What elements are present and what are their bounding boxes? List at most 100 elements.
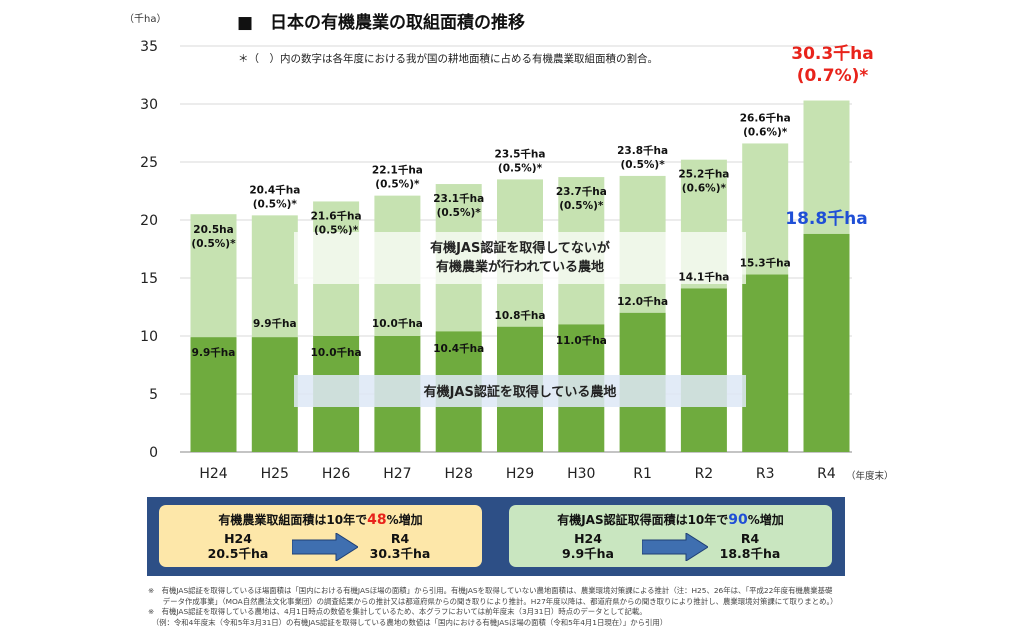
y-tick-label: 5 [149,387,158,403]
jas-value-label: 15.3千ha [740,257,791,270]
footnote-line: （例：令和4年度末（令和5年3月31日）の有機JAS認証を取得している農地の数値… [148,617,668,627]
arrow-right-icon [292,533,358,561]
jas-area-summary: 有機JAS認証取得面積は10年で90%増加 H24 9.9千ha R4 18.8千h… [509,505,832,567]
y-tick-label: 10 [140,329,158,345]
footnote-line: ※ 有機JAS認証を取得しているほ場面積は「国内における有機JASほ場の面積」か… [148,586,833,595]
jas-value-label: 9.9千ha [192,346,236,359]
arrow-right-icon [642,533,708,561]
y-tick-label: 15 [140,271,158,287]
total-area-summary: 有機農業取組面積は10年で48%増加 H24 20.5千ha R4 30.3千ha [159,505,482,567]
jas-value-label: 18.8千ha [785,209,868,229]
jas-value-label: 9.9千ha [253,317,297,330]
growth-percent: 48 [367,512,387,528]
bar-jas-segment [803,233,850,452]
bar-chart: 0 5 10 15 20 25 30 35 有機JAS認証を取得してないが有機農業が行われている… [140,39,874,482]
x-tick-label: H24 [199,466,227,482]
share-label: (0.6%)* [743,126,788,138]
x-tick-label: R4 [817,466,836,482]
footnote-line: ※ 有機JAS認証を取得している農地は、4月1日時点の数値を集計しているため、本… [148,607,647,616]
y-axis-unit: （千ha） [124,14,167,25]
footnote-line: データ作成事業」（MOA自然農法文化事業団）の調査結果からの推計又は都道府県から… [148,596,838,606]
total-value-label: 26.6千ha [740,111,791,124]
to-value: 18.8千ha [719,546,781,561]
total-value-label: 20.4千ha [249,183,300,196]
share-label: (0.5%)* [498,162,543,174]
non-jas-region-label: 有機JAS認証を取得してないが [430,240,610,256]
jas-value-label: 10.0千ha [372,317,423,330]
x-tick-label: H28 [445,466,473,482]
share-label: (0.7%)* [797,66,869,86]
jas-value-label: 11.0千ha [556,334,607,347]
bar-jas-segment [251,337,298,452]
jas-area-summary-heading: 有機JAS認証取得面積は10年で90%増加 [509,511,832,528]
total-value-label: 23.1千ha [433,192,484,205]
share-label: (0.5%)* [253,198,298,210]
to-year: R4 [740,531,760,546]
chart-title: ■ 日本の有機農業の取組面積の推移 [237,13,526,33]
y-tick-label: 30 [140,97,158,113]
share-label: (0.5%)* [559,200,604,212]
x-tick-label: R1 [633,466,652,482]
to-year: R4 [390,531,410,546]
total-area-summary-heading: 有機農業取組面積は10年で48%増加 [159,511,482,528]
from-value: 9.9千ha [562,546,614,561]
share-label: (0.5%)* [620,159,665,171]
x-tick-label: H29 [506,466,534,482]
from-figure: H24 20.5千ha [193,531,283,561]
share-label: (0.5%)* [314,224,359,236]
x-tick-label: H30 [567,466,595,482]
bar-jas-segment [680,288,727,452]
total-value-label: 20.5ha [193,224,233,236]
footnotes: ※ 有機JAS認証を取得しているほ場面積は「国内における有機JASほ場の面積」か… [148,586,888,628]
total-value-label: 30.3千ha [791,44,874,64]
jas-value-label: 14.1千ha [678,270,729,283]
non-jas-region-band [294,232,746,284]
share-note: ＊（ ）内の数字は各年度における我が国の耕地面積に占める有機農業取組面積の割合。 [238,53,658,65]
share-label: (0.6%)* [682,183,727,195]
to-figure: R4 30.3千ha [355,531,445,561]
jas-value-label: 10.0千ha [311,346,362,359]
from-year: H24 [574,531,602,546]
total-value-label: 25.2千ha [678,168,729,181]
x-tick-label: H25 [261,466,289,482]
total-value-label: 21.6千ha [311,209,362,222]
non-jas-region-label: 有機農業が行われている農地 [436,259,604,275]
share-label: (0.5%)* [191,238,236,250]
bar-non-jas-segment [742,143,789,275]
share-label: (0.5%)* [437,207,482,219]
y-tick-label: 20 [140,213,158,229]
jas-value-label: 10.8千ha [495,309,546,322]
summary-text: 有機JAS認証取得面積は10年で [557,513,729,527]
jas-region-band [294,375,746,407]
summary-panel: 有機農業取組面積は10年で48%増加 H24 20.5千ha R4 30.3千ha … [147,497,845,576]
jas-value-label: 12.0千ha [617,295,668,308]
bar-non-jas-segment [803,100,850,234]
x-tick-label: H27 [383,466,411,482]
to-value: 30.3千ha [369,546,431,561]
summary-text: %増加 [747,513,784,527]
y-tick-label: 35 [140,39,158,55]
summary-text: %増加 [386,513,423,527]
from-value: 20.5千ha [207,546,269,561]
bar-jas-segment [742,274,789,452]
total-value-label: 23.8千ha [617,144,668,157]
from-figure: H24 9.9千ha [543,531,633,561]
y-tick-label: 0 [149,445,158,461]
bar-non-jas-segment [251,215,298,338]
x-tick-label: H26 [322,466,350,482]
total-value-label: 23.7千ha [556,185,607,198]
total-value-label: 23.5千ha [495,147,546,160]
from-year: H24 [224,531,252,546]
jas-region-label: 有機JAS認証を取得している農地 [424,384,617,400]
total-value-label: 22.1千ha [372,164,423,177]
to-figure: R4 18.8千ha [705,531,795,561]
summary-text: 有機農業取組面積は10年で [218,513,368,527]
bar-non-jas-segment [190,214,237,338]
x-tick-label: R3 [756,466,775,482]
jas-value-label: 10.4千ha [433,342,484,355]
x-tick-label: R2 [695,466,714,482]
growth-percent: 90 [728,512,748,528]
y-tick-label: 25 [140,155,158,171]
bar-jas-segment [190,337,237,452]
x-axis-unit: （年度末） [846,471,894,482]
